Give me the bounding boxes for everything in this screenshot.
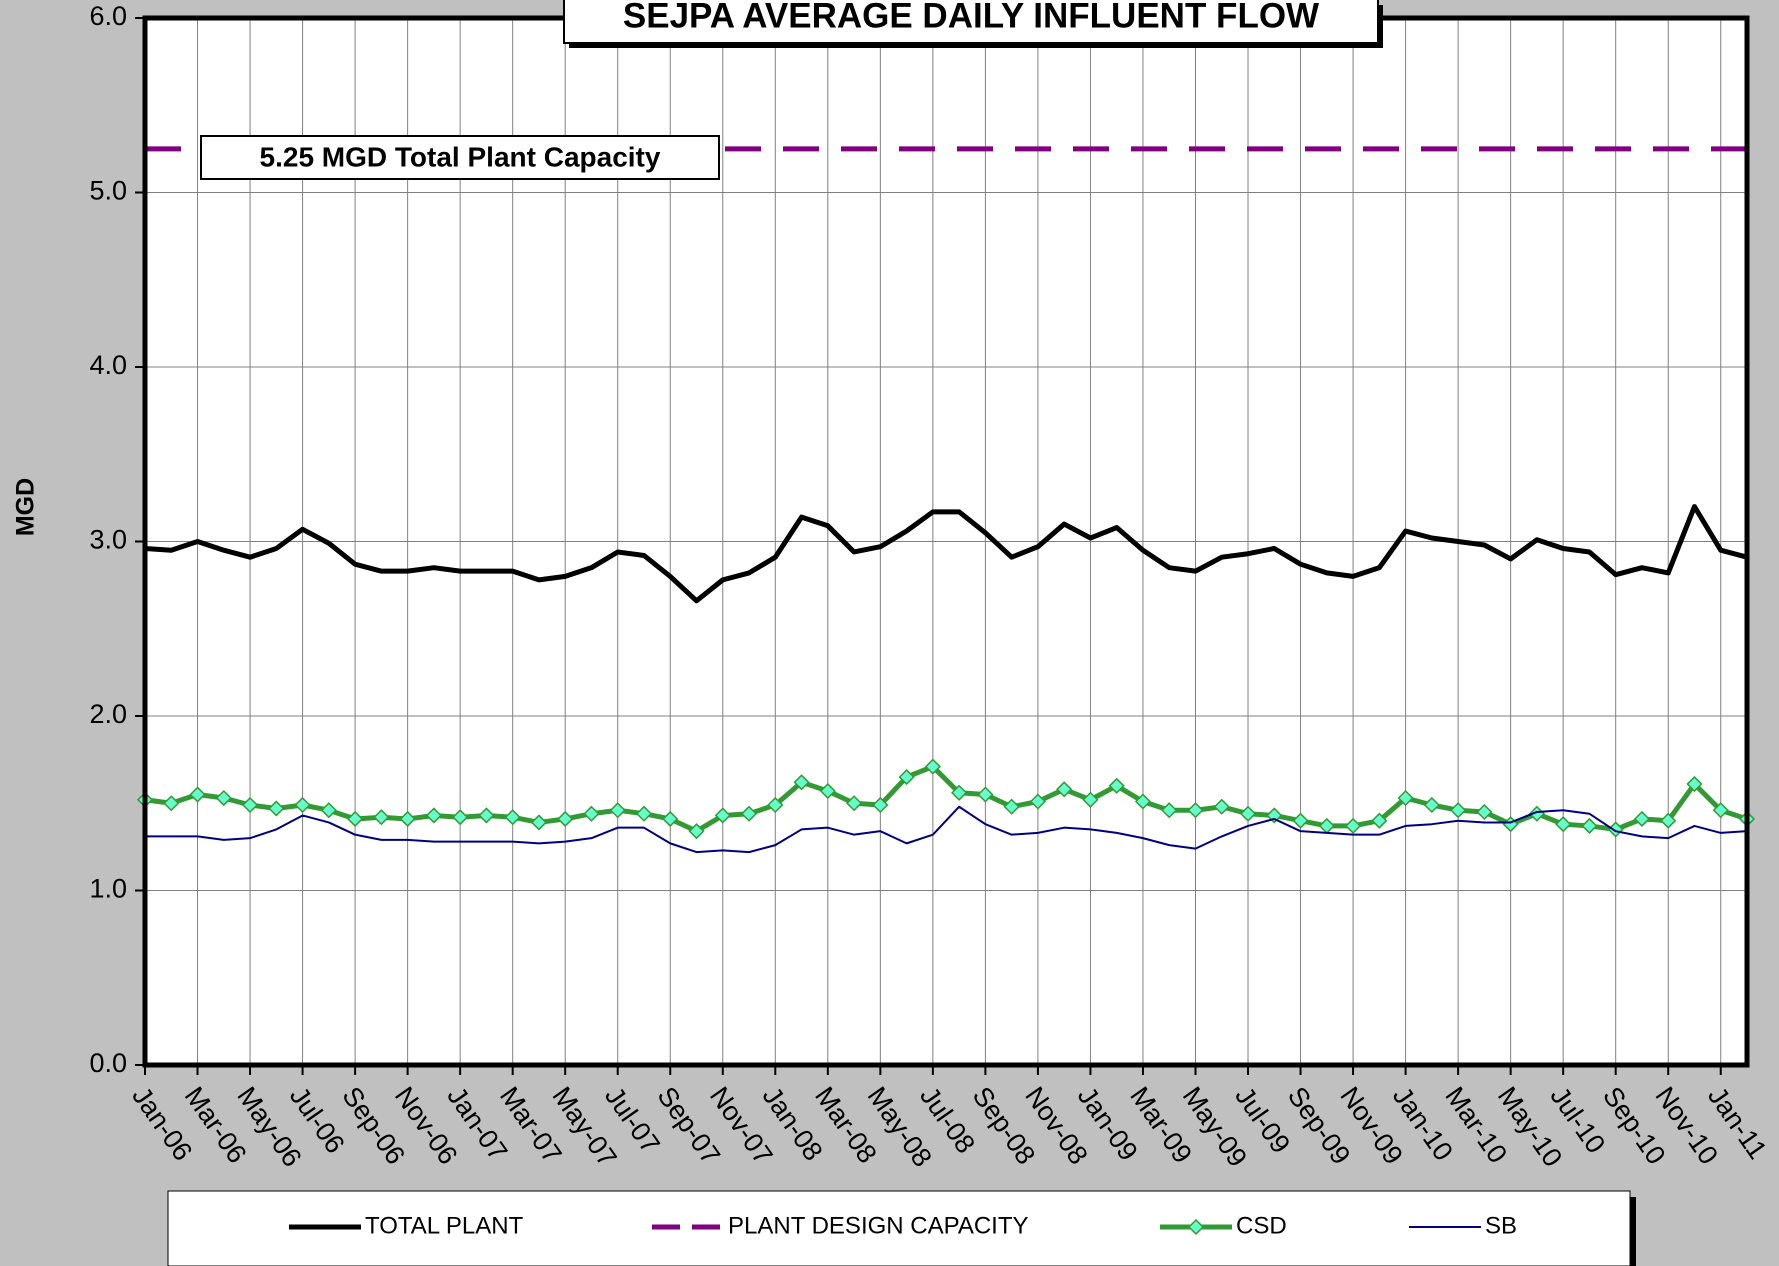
- marker: [1082, 791, 1099, 808]
- y-axis-label: MGD: [12, 478, 40, 536]
- marker: [294, 796, 311, 814]
- marker: [452, 809, 469, 826]
- legend-label: TOTAL PLANT: [365, 1212, 524, 1239]
- marker: [1239, 805, 1257, 822]
- marker: [635, 805, 653, 822]
- marker: [1633, 810, 1651, 828]
- marker: [1134, 793, 1152, 810]
- marker: [504, 809, 521, 826]
- marker: [1660, 812, 1677, 829]
- marker: [399, 810, 416, 828]
- y-tick-label: 4.0: [89, 350, 127, 380]
- marker: [478, 807, 495, 824]
- marker: [714, 807, 731, 824]
- marker: [819, 782, 836, 800]
- marker: [1029, 793, 1046, 810]
- legend-box: [167, 1190, 1631, 1266]
- marker: [1712, 802, 1729, 819]
- marker: [1213, 798, 1230, 815]
- marker: [688, 823, 705, 840]
- marker: [924, 758, 941, 775]
- series-line: [145, 805, 1748, 854]
- legend-label: SB: [1485, 1212, 1517, 1239]
- marker: [740, 805, 758, 822]
- marker: [1056, 781, 1073, 798]
- marker: [583, 805, 600, 822]
- marker: [609, 802, 626, 819]
- y-tick-label: 1.0: [89, 874, 127, 904]
- marker: [163, 795, 180, 812]
- marker: [320, 802, 337, 819]
- marker: [767, 796, 784, 814]
- marker: [557, 810, 574, 828]
- marker: [1555, 816, 1572, 833]
- marker: [1161, 802, 1178, 819]
- marker: [347, 810, 364, 828]
- marker: [1345, 817, 1362, 834]
- marker: [1292, 812, 1309, 829]
- marker: [872, 796, 889, 814]
- chart-title: SEJPA AVERAGE DAILY INFLUENT FLOW: [623, 0, 1319, 35]
- marker: [530, 814, 547, 831]
- y-tick-label: 3.0: [89, 525, 127, 555]
- marker: [846, 795, 863, 812]
- marker: [425, 807, 442, 824]
- legend-marker: [1187, 1218, 1205, 1236]
- marker: [951, 784, 968, 801]
- marker: [1003, 798, 1020, 815]
- legend-label: PLANT DESIGN CAPACITY: [728, 1212, 1029, 1239]
- y-tick-label: 6.0: [89, 1, 127, 31]
- y-tick-label: 2.0: [89, 699, 127, 729]
- marker: [793, 774, 810, 791]
- annotation-box: [200, 135, 720, 180]
- marker: [1581, 817, 1598, 834]
- marker: [1187, 802, 1204, 819]
- marker: [898, 769, 915, 786]
- marker: [268, 800, 285, 817]
- marker: [215, 789, 232, 807]
- y-tick-label: 5.0: [89, 176, 127, 206]
- marker: [1423, 796, 1440, 814]
- annotation: 5.25 MGD Total Plant Capacity: [260, 141, 661, 172]
- marker: [1371, 812, 1388, 829]
- marker: [1476, 803, 1493, 821]
- marker: [1450, 802, 1467, 819]
- y-tick-label: 0.0: [89, 1048, 127, 1078]
- series-line: [144, 504, 1748, 604]
- marker: [241, 796, 259, 814]
- marker: [189, 786, 206, 803]
- marker: [977, 786, 994, 803]
- marker: [1397, 789, 1414, 807]
- marker: [662, 810, 679, 828]
- legend-label: CSD: [1236, 1212, 1287, 1239]
- marker: [373, 809, 390, 826]
- marker: [1686, 775, 1703, 793]
- marker: [1108, 777, 1125, 794]
- title-box: [563, 0, 1379, 44]
